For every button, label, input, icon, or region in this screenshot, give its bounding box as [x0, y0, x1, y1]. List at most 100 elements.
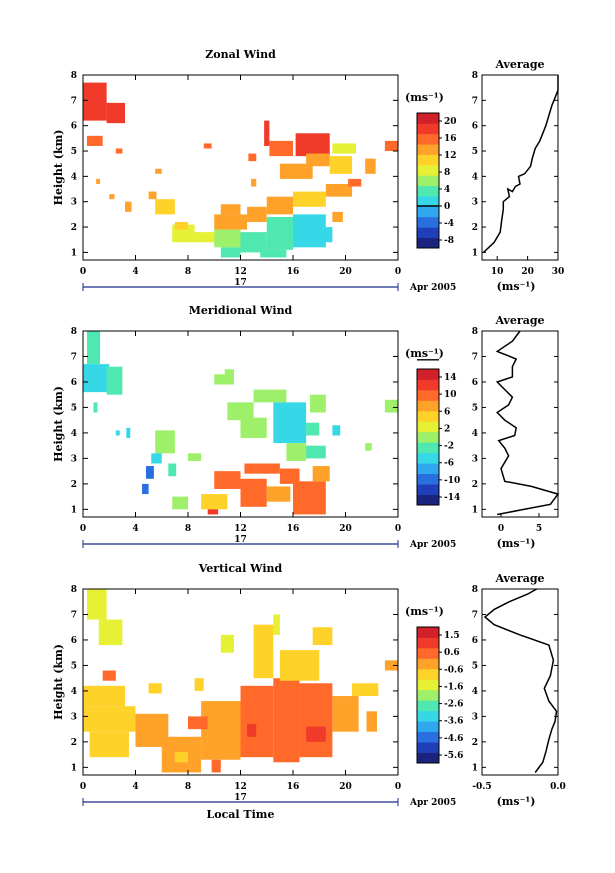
- heatmap-cell: [366, 711, 377, 732]
- colorbar-swatch: [417, 679, 439, 691]
- colorbar-swatch: [417, 144, 439, 155]
- avg-y-tick-label: 8: [472, 585, 478, 595]
- heatmap-cell: [83, 685, 125, 707]
- colorbar-tick-label: -14: [444, 493, 460, 503]
- heatmap-cell: [329, 156, 353, 174]
- heatmap-cell: [155, 168, 162, 174]
- heatmap-cell: [106, 366, 123, 395]
- x-tick-label: 12: [234, 267, 247, 277]
- avg-y-tick-label: 1: [472, 763, 478, 773]
- x-tick-label: 0: [80, 524, 86, 534]
- heatmap-cell: [126, 427, 131, 439]
- avg-y-tick-label: 2: [472, 223, 478, 233]
- heatmap-cell: [168, 463, 177, 477]
- colorbar-tick-label: 12: [444, 151, 457, 161]
- colorbar-swatch: [417, 658, 439, 670]
- colorbar-swatch: [417, 463, 439, 475]
- heatmap-cell: [203, 143, 212, 149]
- avg-x-tick-label: 0: [498, 524, 504, 534]
- avg-y-tick-label: 7: [472, 96, 478, 106]
- y-tick-label: 3: [71, 198, 77, 208]
- average-panel-1: Average 1 2 3 4 5 6 7 8 10 20 30 (ms⁻¹): [472, 58, 565, 293]
- heatmap-cell: [299, 227, 333, 243]
- heatmap-cell: [269, 140, 293, 157]
- heatmap-cell: [98, 619, 123, 646]
- colorbar-swatch: [417, 473, 439, 485]
- colorbar-tick-label: 8: [444, 168, 450, 178]
- heatmap-cell: [240, 685, 274, 758]
- colorbar-swatch: [417, 442, 439, 454]
- heatmap-cell: [201, 494, 228, 510]
- colorbar-swatch: [417, 431, 439, 443]
- y-axis-label: Height (km): [52, 644, 65, 720]
- heatmap-cell: [174, 752, 188, 763]
- colorbar-swatch: [417, 154, 439, 166]
- colorbar-swatch: [417, 389, 439, 401]
- heatmap-cell: [244, 463, 280, 474]
- colorbar-tick-label: 6: [444, 407, 450, 417]
- y-tick-label: 4: [71, 429, 77, 439]
- heatmap-cell: [293, 481, 326, 515]
- y-tick-label: 8: [71, 71, 77, 81]
- heatmap-cell: [93, 402, 98, 413]
- heatmap-cell: [155, 199, 175, 215]
- heatmap-cell: [273, 678, 300, 763]
- heatmap-cell: [214, 374, 228, 385]
- avg-y-tick-label: 7: [472, 610, 478, 620]
- colorbar-swatch: [417, 452, 439, 464]
- x-tick-label: 0: [395, 782, 401, 792]
- avg-y-tick-label: 5: [472, 403, 478, 413]
- colorbar-swatch: [417, 400, 439, 412]
- heatmap-cell: [332, 211, 343, 222]
- colorbar-swatch: [417, 113, 439, 124]
- heatmap-cell: [365, 443, 372, 451]
- x-tick-label: 8: [185, 267, 191, 277]
- colorbar-tick-label: 4: [444, 185, 450, 195]
- x-tick-label: 12: [234, 782, 247, 792]
- avg-y-tick-label: 4: [472, 687, 478, 697]
- heatmap-cell: [89, 731, 129, 758]
- colorbar-swatch: [417, 206, 439, 218]
- colorbar-unit-label: (ms⁻¹): [405, 347, 444, 360]
- y-tick-label: 7: [71, 96, 77, 106]
- heatmap-cell: [312, 466, 330, 482]
- colorbar-swatch: [417, 175, 439, 187]
- heatmap-cell: [299, 683, 333, 758]
- heatmap-cell: [83, 82, 107, 121]
- heatmap-cell: [115, 148, 123, 154]
- panel-title: Zonal Wind: [205, 48, 276, 61]
- colorbar-swatch: [417, 637, 439, 649]
- heatmap-cells: [83, 589, 398, 773]
- heatmap-cells: [83, 82, 398, 258]
- colorbar-unit-label: (ms⁻¹): [405, 605, 444, 618]
- heatmap-cell: [224, 369, 234, 385]
- avg-y-tick-label: 4: [472, 172, 478, 182]
- heatmap-cell: [174, 221, 188, 230]
- avg-x-tick-label: -0.5: [472, 782, 491, 792]
- heatmap-cell: [325, 183, 353, 197]
- y-tick-label: 5: [71, 661, 77, 671]
- y-axis-label: Height (km): [52, 130, 65, 206]
- heatmap-cell: [286, 443, 307, 461]
- heatmap-cell: [211, 759, 221, 773]
- heatmap-cell: [86, 589, 107, 620]
- day-label: 17: [234, 278, 247, 288]
- heatmap-cell: [194, 232, 219, 243]
- heatmap-cell: [247, 724, 257, 737]
- colorbar: 14 10 6 2 -2 -6 -10 -14: [416, 359, 460, 506]
- heatmap-cell: [306, 422, 320, 436]
- y-tick-label: 4: [71, 687, 77, 697]
- colorbar-swatch: [417, 369, 439, 380]
- colorbar-tick-label: 20: [444, 117, 457, 127]
- x-tick-label: 20: [339, 267, 352, 277]
- avg-y-tick-label: 6: [472, 122, 478, 132]
- average-profile-line: [482, 75, 559, 253]
- colorbar-tick-label: -5.6: [444, 751, 463, 761]
- heatmap-cell: [251, 178, 257, 187]
- colorbar-swatch: [417, 421, 439, 433]
- avg-y-tick-label: 6: [472, 378, 478, 388]
- x-tick-label: 4: [132, 524, 138, 534]
- heatmap-cell: [384, 140, 398, 152]
- heatmap-cell: [188, 716, 208, 730]
- colorbar-swatch: [417, 227, 439, 239]
